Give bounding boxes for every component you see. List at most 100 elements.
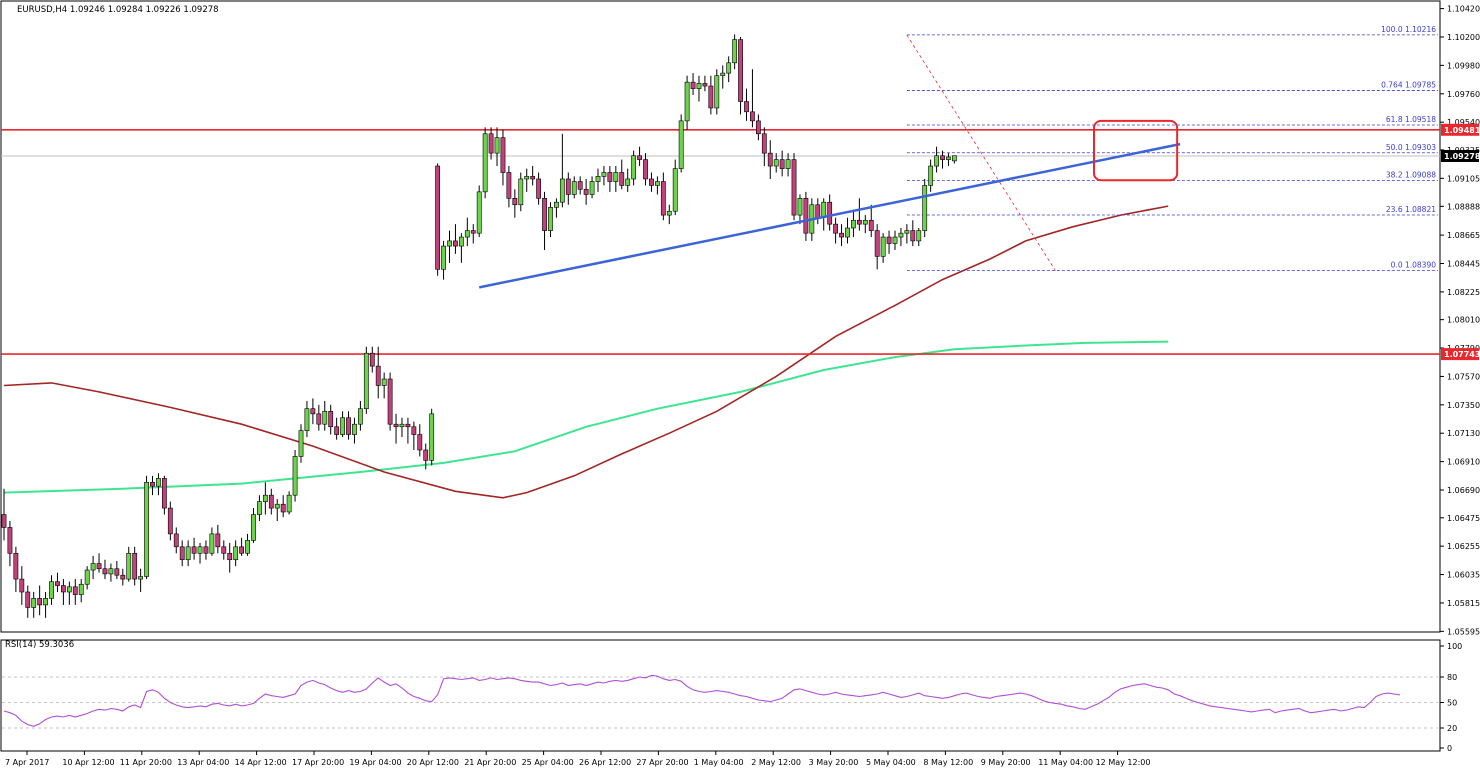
time-axis-label: 17 Apr 20:00	[292, 758, 344, 767]
bearish-candle	[506, 172, 512, 199]
time-axis-label: 9 May 20:00	[981, 758, 1031, 767]
bearish-candle	[173, 533, 179, 548]
bearish-candle	[470, 230, 476, 234]
bullish-candle	[589, 181, 595, 195]
fibonacci-level-label: 50.0 1.09303	[1386, 143, 1436, 152]
time-axis-label: 13 Apr 04:00	[177, 758, 229, 767]
bearish-candle	[512, 198, 518, 206]
fibonacci-level-label: 23.6 1.08821	[1386, 205, 1436, 214]
bearish-candle	[530, 176, 536, 180]
bullish-candle	[554, 201, 559, 208]
price-axis-label: 1.07570	[1447, 372, 1480, 381]
bearish-candle	[886, 236, 892, 244]
bullish-candle	[209, 533, 215, 554]
time-axis-label: 1 May 04:00	[694, 758, 744, 767]
bearish-candle	[405, 423, 411, 428]
time-axis-label: 8 May 12:00	[923, 758, 973, 767]
bearish-candle	[542, 198, 547, 231]
bearish-candle	[161, 478, 167, 509]
bearish-candle	[577, 181, 583, 190]
time-axis-label: 12 May 12:00	[1096, 758, 1151, 767]
grid-layer	[0, 0, 1441, 752]
bullish-candle	[880, 236, 886, 257]
bearish-candle	[453, 240, 458, 247]
price-axis-label: 1.09760	[1447, 90, 1480, 99]
moving-average-fast-line	[3, 340, 1169, 494]
bullish-candle	[928, 165, 934, 186]
bullish-candle	[922, 185, 928, 231]
ascending-trend-line	[478, 142, 1181, 289]
bullish-candle	[678, 120, 684, 169]
bearish-candle	[13, 552, 19, 580]
fibonacci-level-label: 100.0 1.10216	[1381, 25, 1436, 34]
price-axis-label: 1.07130	[1447, 429, 1480, 438]
bullish-candle	[862, 219, 868, 225]
bearish-candle	[803, 198, 809, 234]
bearish-candle	[761, 133, 767, 154]
bearish-candle	[940, 155, 945, 160]
rsi-header-text: RSI(14) 59.3036	[5, 640, 74, 650]
price-axis-label: 1.10200	[1447, 33, 1480, 42]
bullish-candle	[429, 413, 435, 461]
bullish-candle	[595, 176, 601, 182]
bearish-candle	[708, 85, 714, 109]
bearish-candle	[702, 83, 708, 87]
bullish-candle	[613, 172, 619, 182]
bullish-candle	[138, 576, 144, 580]
bullish-candle	[304, 408, 310, 431]
bullish-candle	[684, 81, 690, 122]
rsi-panel-frame	[0, 639, 1441, 752]
bullish-candle	[144, 481, 149, 577]
bullish-candle	[601, 172, 607, 177]
bullish-candle	[476, 191, 482, 234]
bullish-candle	[631, 155, 637, 180]
moving-averages-layer	[3, 205, 1169, 499]
bearish-candle	[227, 552, 233, 561]
bullish-candle	[821, 201, 827, 218]
bullish-candle	[892, 236, 898, 244]
bearish-candle	[839, 232, 844, 238]
bearish-candle	[328, 410, 334, 428]
bullish-candle	[458, 236, 464, 247]
time-axis-label: 2 May 12:00	[751, 758, 801, 767]
bearish-candle	[755, 120, 761, 135]
bullish-candle	[322, 410, 328, 425]
price-axis-label: 1.08225	[1447, 288, 1480, 297]
bullish-candle	[732, 39, 738, 64]
bearish-candle	[744, 101, 749, 113]
bearish-candle	[96, 563, 102, 570]
bearish-candle	[316, 413, 322, 425]
horizontal-levels-layer	[1, 128, 1440, 355]
fibonacci-level-label: 61.8 1.09518	[1386, 115, 1436, 124]
bullish-candle	[773, 159, 779, 167]
bullish-candle	[845, 227, 850, 238]
time-axis-label: 11 Apr 20:00	[120, 758, 172, 767]
bullish-candle	[43, 598, 48, 606]
bullish-candle	[90, 563, 96, 571]
bearish-candle	[375, 365, 381, 386]
fibonacci-level-label: 0.764 1.09785	[1381, 81, 1436, 90]
bearish-candle	[660, 181, 666, 216]
bearish-candle	[203, 546, 209, 554]
bullish-candle	[494, 137, 500, 154]
rsi-axis-label: 80	[1447, 673, 1457, 682]
bullish-candle	[84, 569, 90, 585]
bearish-candle	[738, 39, 743, 102]
price-axis-label: 1.06035	[1447, 571, 1480, 580]
bullish-candle	[357, 408, 363, 425]
bullish-candle	[340, 417, 345, 435]
bearish-candle	[167, 507, 173, 535]
bearish-candle	[102, 568, 108, 575]
time-axis-label: 27 Apr 20:00	[636, 758, 688, 767]
bearish-candle	[411, 426, 417, 435]
bearish-candle	[417, 434, 423, 451]
bearish-candle	[334, 426, 340, 435]
bullish-candle	[559, 178, 565, 203]
bearish-candle	[827, 201, 833, 225]
bullish-candle	[156, 478, 161, 487]
fibonacci-layer: 100.0 1.10216 0.764 1.09785 61.8 1.09518 50…	[906, 25, 1438, 271]
bullish-candle	[78, 583, 84, 595]
bearish-candle	[7, 527, 13, 554]
breakout-highlight-box	[1092, 119, 1179, 182]
bullish-candle	[464, 230, 470, 238]
